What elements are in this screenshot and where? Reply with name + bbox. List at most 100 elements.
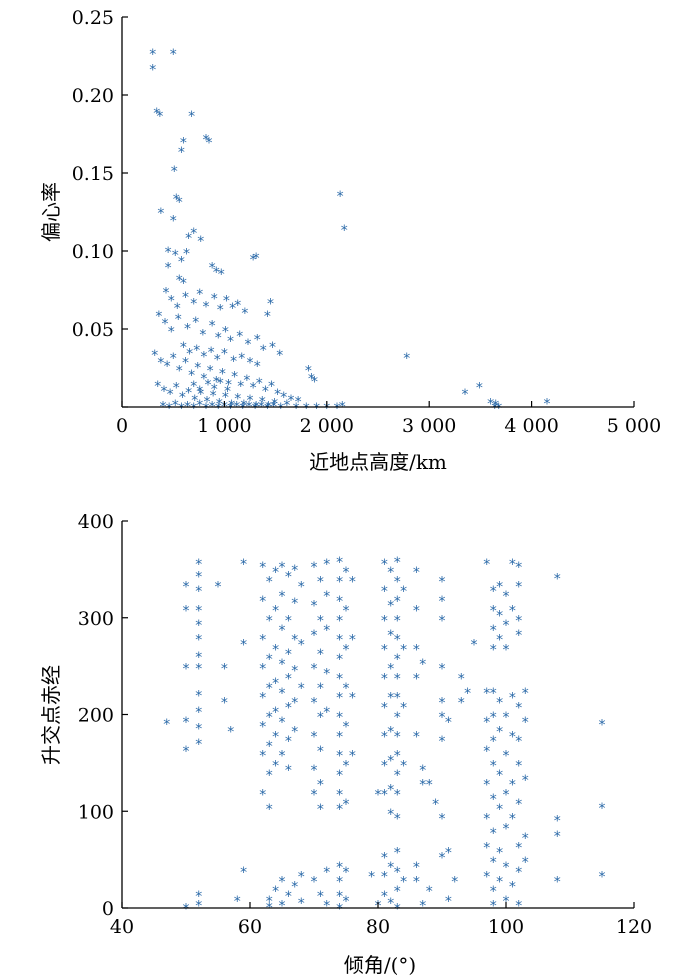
data-point: *	[190, 401, 197, 417]
data-point: *	[183, 662, 190, 678]
data-point: *	[236, 329, 243, 345]
data-point: *	[203, 401, 210, 417]
data-point: *	[266, 575, 273, 591]
data-point: *	[387, 628, 394, 644]
data-point: *	[266, 710, 273, 726]
data-point: *	[227, 725, 234, 741]
data-point: *	[515, 700, 522, 716]
data-point: *	[203, 300, 210, 316]
data-point: *	[599, 801, 606, 817]
data-point: *	[490, 884, 497, 900]
data-point: *	[490, 604, 497, 620]
data-point: *	[224, 384, 231, 400]
data-point: *	[317, 744, 324, 760]
data-point: *	[291, 596, 298, 612]
data-point: *	[190, 296, 197, 312]
data-point: *	[503, 894, 510, 910]
data-point: *	[176, 364, 183, 380]
data-point: *	[183, 744, 190, 760]
data-point: *	[483, 870, 490, 886]
data-point: *	[509, 557, 516, 573]
data-point: *	[341, 223, 348, 239]
data-point: *	[190, 379, 197, 395]
data-point: *	[259, 560, 266, 576]
data-point: *	[394, 594, 401, 610]
data-point: *	[413, 671, 420, 687]
data-point: *	[492, 398, 499, 414]
data-point: *	[247, 356, 254, 372]
data-point: *	[336, 749, 343, 765]
data-point: *	[458, 696, 465, 712]
data-point: *	[483, 686, 490, 702]
data-point: *	[554, 814, 561, 830]
y-tick-label: 0.15	[72, 163, 114, 185]
data-point: *	[195, 689, 202, 705]
x-tick-label: 80	[366, 916, 390, 938]
data-point: *	[180, 340, 187, 356]
data-point: *	[250, 253, 257, 269]
y-axis-title: 偏心率	[39, 182, 63, 242]
data-point: *	[266, 894, 273, 910]
y-tick-label: 100	[78, 801, 114, 823]
data-point: *	[298, 681, 305, 697]
data-point: *	[419, 657, 426, 673]
data-point: *	[165, 245, 172, 261]
data-point: *	[240, 557, 247, 573]
data-point: *	[259, 633, 266, 649]
y-ticks: 0 100 200 300 400	[78, 511, 128, 920]
data-point: *	[323, 401, 330, 417]
y-tick-label: 0.05	[72, 319, 114, 341]
data-point: *	[195, 899, 202, 915]
data-point: *	[439, 613, 446, 629]
data-point: *	[285, 700, 292, 716]
data-point: *	[490, 826, 497, 842]
data-point: *	[394, 729, 401, 745]
data-point: *	[496, 579, 503, 595]
data-point: *	[323, 623, 330, 639]
data-point: *	[490, 758, 497, 774]
data-point: *	[176, 273, 183, 289]
data-point: *	[311, 374, 318, 390]
x-tick-label: 40	[110, 916, 134, 938]
data-point: *	[272, 729, 279, 745]
data-point: *	[185, 231, 192, 247]
data-point: *	[487, 396, 494, 412]
data-point: *	[515, 734, 522, 750]
data-point: *	[183, 604, 190, 620]
data-point: *	[387, 783, 394, 799]
data-point: *	[234, 894, 241, 910]
data-point: *	[515, 628, 522, 644]
data-point: *	[215, 331, 222, 347]
data-point: *	[419, 763, 426, 779]
data-point: *	[394, 613, 401, 629]
data-point: *	[483, 557, 490, 573]
data-point: *	[490, 734, 497, 750]
data-point: *	[343, 865, 350, 881]
data-point: *	[349, 633, 356, 649]
data-point: *	[203, 133, 210, 149]
scatter-points: ****************************************…	[149, 47, 550, 417]
data-point: *	[509, 778, 516, 794]
data-point: *	[272, 676, 279, 692]
data-point: *	[522, 773, 529, 789]
data-point: *	[285, 570, 292, 586]
data-point: *	[554, 572, 561, 588]
x-tick-label: 1 000	[197, 415, 251, 437]
data-point: *	[317, 778, 324, 794]
data-point: *	[515, 613, 522, 629]
data-point: *	[253, 251, 260, 267]
data-point: *	[209, 318, 216, 334]
data-point: *	[381, 870, 388, 886]
data-point: *	[178, 254, 185, 270]
data-point: *	[197, 234, 204, 250]
data-point: *	[184, 321, 191, 337]
y-tick-label: 400	[78, 511, 114, 533]
data-point: *	[413, 729, 420, 745]
data-point: *	[163, 286, 170, 302]
data-point: *	[490, 855, 497, 871]
data-point: *	[285, 734, 292, 750]
y-tick-label: 0.20	[72, 85, 114, 107]
data-point: *	[599, 718, 606, 734]
data-point: *	[266, 802, 273, 818]
data-point: *	[285, 613, 292, 629]
